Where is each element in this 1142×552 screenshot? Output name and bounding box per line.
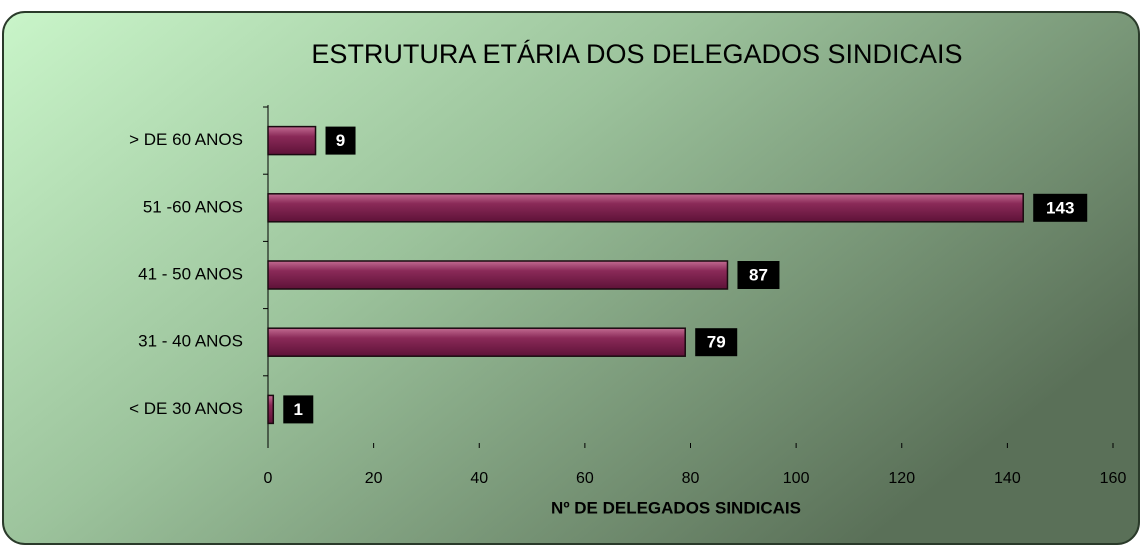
y-tick-label: > DE 60 ANOS xyxy=(129,130,243,149)
bar xyxy=(267,125,317,156)
bar xyxy=(267,394,275,425)
bar xyxy=(267,260,729,290)
y-tick-label: 31 - 40 ANOS xyxy=(138,332,243,351)
chart-title: ESTRUTURA ETÁRIA DOS DELEGADOS SINDICAIS xyxy=(311,39,962,69)
x-tick-label: 60 xyxy=(576,470,594,487)
data-label-box xyxy=(695,328,738,357)
x-tick-label: 160 xyxy=(1100,470,1127,487)
bar xyxy=(267,327,686,357)
bar xyxy=(267,193,1024,223)
x-tick-label: 140 xyxy=(994,470,1021,487)
x-tick-label: 0 xyxy=(264,470,273,487)
data-label: 143 xyxy=(1046,198,1074,217)
data-label: 79 xyxy=(707,333,726,352)
y-tick-label: 51 -60 ANOS xyxy=(143,197,243,216)
x-tick-label: 100 xyxy=(783,470,810,487)
y-tick-label: 41 - 50 ANOS xyxy=(138,264,243,283)
x-tick-label: 80 xyxy=(682,470,700,487)
data-label: 87 xyxy=(749,265,768,284)
x-tick-label: 20 xyxy=(365,470,383,487)
data-label-box xyxy=(325,126,356,155)
x-tick-label: 120 xyxy=(888,470,915,487)
data-label-box xyxy=(737,261,780,289)
data-label: 1 xyxy=(294,400,303,419)
x-tick-label: 40 xyxy=(470,470,488,487)
data-label-box xyxy=(1033,193,1088,222)
x-axis-label: Nº DE DELEGADOS SINDICAIS xyxy=(551,498,801,517)
data-label-box xyxy=(283,395,314,424)
y-tick-label: < DE 30 ANOS xyxy=(129,399,243,418)
data-label: 9 xyxy=(336,131,345,150)
